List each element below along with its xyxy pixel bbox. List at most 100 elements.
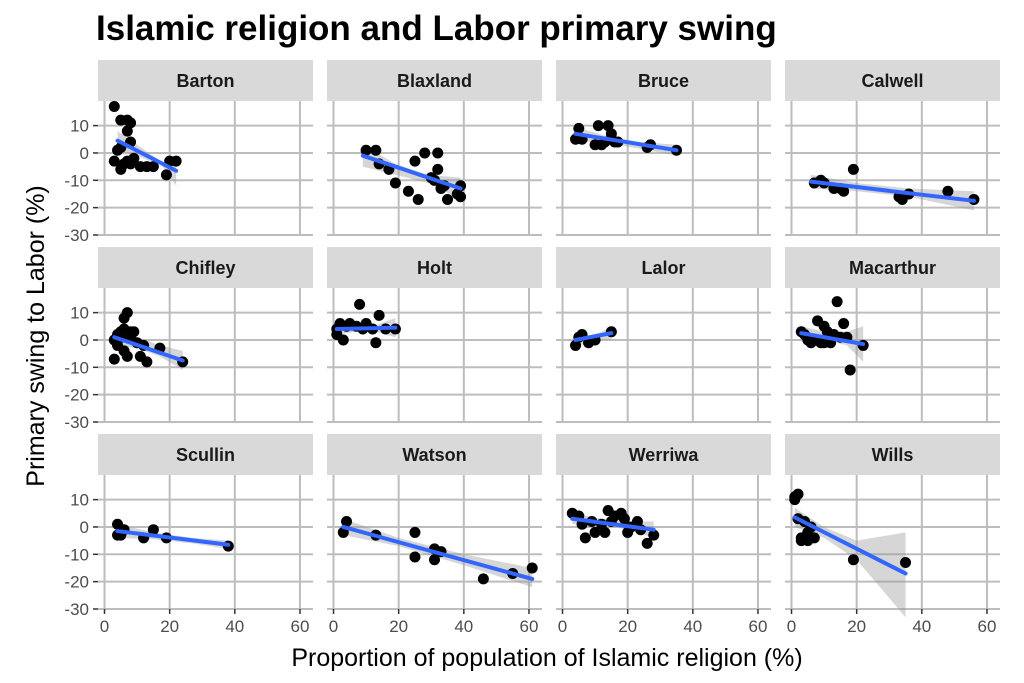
panel-strip: [785, 60, 1000, 101]
data-point: [900, 557, 912, 569]
panel-strip-label: Lalor: [641, 258, 685, 278]
data-point: [409, 155, 421, 167]
data-point: [477, 573, 489, 585]
panel-strip: [98, 247, 313, 288]
y-tick-label: 10: [70, 491, 89, 510]
data-point: [389, 177, 401, 189]
fit-line: [360, 153, 463, 191]
data-point: [147, 161, 159, 173]
data-point: [354, 298, 366, 310]
data-point: [370, 144, 382, 156]
x-tick-label: 0: [558, 617, 567, 636]
x-tick-label: 0: [329, 617, 338, 636]
x-tick-label: 20: [160, 617, 179, 636]
data-point: [592, 120, 604, 132]
data-point: [402, 185, 414, 197]
panel-strip-label: Holt: [417, 258, 452, 278]
panel-strip-label: Bruce: [638, 71, 689, 91]
x-tick-label: 40: [225, 617, 244, 636]
panel-strip: [785, 434, 1000, 475]
data-point: [847, 554, 859, 566]
data-point: [599, 526, 611, 538]
x-tick-label: 60: [978, 617, 997, 636]
y-axis-label: Primary swing to Labor (%): [22, 185, 50, 486]
x-tick-label: 60: [291, 617, 310, 636]
y-tick-label: -10: [64, 358, 89, 377]
data-point: [373, 309, 385, 321]
data-point: [838, 318, 850, 330]
data-point: [641, 537, 653, 549]
data-point: [170, 155, 182, 167]
panel-strip: [556, 247, 771, 288]
fit-line: [809, 179, 976, 203]
data-point: [360, 144, 372, 156]
fit-line: [799, 331, 866, 347]
data-point: [412, 193, 424, 205]
panel-strip-label: Calwell: [861, 71, 923, 91]
panel-strip: [327, 60, 542, 101]
panel-holt: Holt: [327, 247, 542, 423]
panel-bruce: Bruce: [556, 60, 771, 236]
panel-lalor: Lalor: [556, 247, 771, 423]
fit-line: [792, 515, 908, 576]
y-tick-label: 0: [80, 144, 89, 163]
y-tick-label: -30: [64, 413, 89, 432]
x-tick-label: 40: [683, 617, 702, 636]
y-tick-label: -10: [64, 171, 89, 190]
data-point: [648, 529, 660, 541]
x-tick-label: 0: [787, 617, 796, 636]
data-point: [831, 296, 843, 308]
panel-chifley: Chifley 10 0 -10 -20 -30: [64, 247, 313, 432]
data-point: [589, 526, 601, 538]
panel-strip: [327, 434, 542, 475]
data-point: [141, 356, 153, 368]
panel-strip-label: Watson: [402, 445, 466, 465]
panel-strip-label: Macarthur: [849, 258, 936, 278]
data-point: [442, 193, 454, 205]
data-point: [341, 515, 353, 527]
y-tick-label: -20: [64, 199, 89, 218]
y-tick-label: -20: [64, 386, 89, 405]
fit-line: [570, 516, 656, 532]
data-point: [160, 169, 172, 181]
data-point: [573, 122, 585, 134]
data-point: [808, 532, 820, 544]
y-tick-label: -30: [64, 226, 89, 245]
y-tick-label: 10: [70, 304, 89, 323]
data-point: [579, 532, 591, 544]
panel-strip: [327, 247, 542, 288]
x-tick-label: 60: [749, 617, 768, 636]
fit-line: [573, 331, 614, 342]
data-point: [432, 163, 444, 175]
x-tick-label: 60: [520, 617, 539, 636]
data-point: [847, 163, 859, 175]
y-tick-label: 10: [70, 117, 89, 136]
data-point: [125, 117, 137, 129]
fit-line: [573, 131, 679, 153]
panel-strip-label: Chifley: [175, 258, 235, 278]
x-axis-label: Proportion of population of Islamic reli…: [291, 644, 802, 672]
data-point: [838, 185, 850, 197]
panel-werriwa: Werriwa 0 20 40 60: [556, 434, 771, 636]
data-point: [792, 488, 804, 500]
data-point: [108, 100, 120, 112]
panel-calwell: Calwell: [785, 60, 1000, 236]
panel-strip: [556, 434, 771, 475]
panel-strip-label: Werriwa: [629, 445, 700, 465]
y-tick-label: 0: [80, 331, 89, 350]
data-point: [370, 337, 382, 349]
y-tick-label: -30: [64, 600, 89, 619]
x-tick-label: 20: [389, 617, 408, 636]
panel-strip-label: Scullin: [176, 445, 235, 465]
chart-title: Islamic religion and Labor primary swing: [96, 9, 777, 48]
data-point: [121, 307, 133, 319]
fit-line: [341, 524, 535, 581]
panel-strip: [785, 247, 1000, 288]
panel-strip: [98, 434, 313, 475]
panel-wills: Wills 0 20 40 60: [785, 434, 1000, 636]
panel-strip: [98, 60, 313, 101]
data-point: [108, 353, 120, 365]
panel-watson: Watson 0 20 40 60: [327, 434, 542, 636]
x-tick-label: 40: [454, 617, 473, 636]
